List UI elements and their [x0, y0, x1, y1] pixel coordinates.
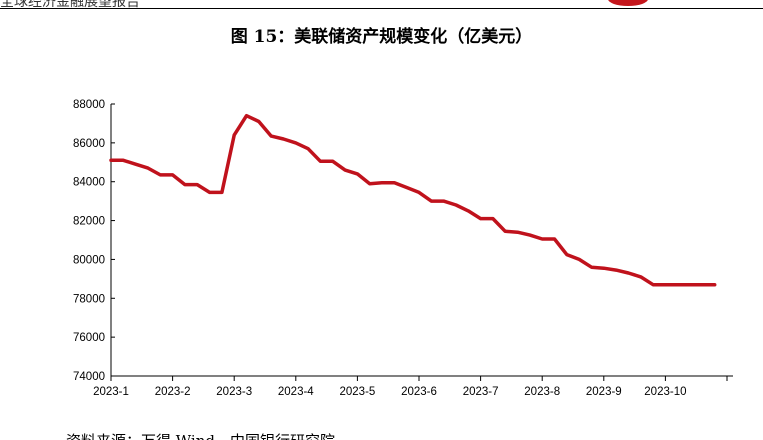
bank-logo-icon	[608, 0, 648, 6]
figure-title: 图 15：美联储资产规模变化（亿美元）	[230, 27, 533, 47]
report-header: 全球经济金融展望报告	[0, 0, 763, 9]
source-note: 资料来源：万得 Wind，中国银行研究院	[66, 430, 335, 440]
y-tick-label: 86000	[73, 138, 105, 150]
x-tick-label: 2023-4	[278, 386, 314, 398]
x-tick-label: 2023-9	[586, 386, 622, 398]
header-divider	[0, 8, 763, 9]
x-tick-label: 2023-1	[93, 386, 129, 398]
y-tick-label: 74000	[73, 371, 105, 383]
y-tick-label: 78000	[73, 293, 105, 305]
series-line	[109, 113, 717, 287]
y-tick-label: 88000	[73, 99, 105, 111]
x-tick-label: 2023-2	[155, 386, 191, 398]
x-tick-label: 2023-8	[524, 386, 560, 398]
x-tick-label: 2023-5	[339, 386, 375, 398]
x-tick-label: 2023-6	[401, 386, 437, 398]
report-header-label: 全球经济金融展望报告	[0, 0, 140, 9]
y-tick-label: 76000	[73, 332, 105, 344]
y-tick-label: 80000	[73, 254, 105, 266]
x-tick-label: 2023-7	[463, 386, 499, 398]
x-tick-label: 2023-10	[644, 386, 686, 398]
y-tick-label: 84000	[73, 177, 105, 189]
y-tick-label: 82000	[73, 216, 105, 228]
x-tick-label: 2023-3	[216, 386, 252, 398]
